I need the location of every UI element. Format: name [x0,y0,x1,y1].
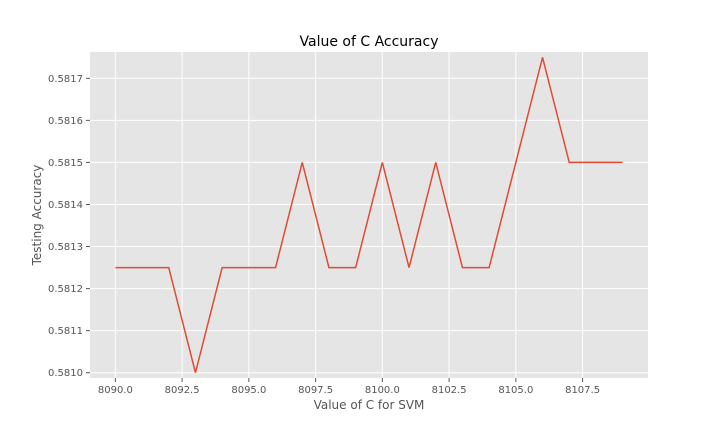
y-tick-label: 0.5816 [48,116,83,127]
x-tick-label: 8097.5 [298,385,333,396]
x-tick-label: 8095.0 [231,385,266,396]
x-tick-label: 8090.0 [98,385,133,396]
x-tick-label: 8105.0 [498,385,533,396]
x-tick-label: 8102.5 [432,385,467,396]
y-axis-label: Testing Accuracy [30,165,44,267]
x-axis-ticks: 8090.0 8092.5 8095.0 8097.5 8100.0 8102.5 8105… [98,378,600,396]
y-tick-label: 0.5811 [48,326,83,337]
x-axis-label: Value of C for SVM [314,398,425,412]
series-layer [115,57,623,373]
x-tick-label: 8107.5 [565,385,600,396]
y-tick-label: 0.5812 [48,284,83,295]
x-tick-label: 8092.5 [165,385,200,396]
y-tick-label: 0.5814 [48,200,83,211]
y-tick-label: 0.5813 [48,242,83,253]
series-line [115,57,623,373]
y-tick-label: 0.5817 [48,74,83,85]
grid-lines [90,52,648,378]
chart-title: Value of C Accuracy [300,34,439,50]
y-tick-label: 0.5810 [48,368,83,379]
x-tick-label: 8100.0 [365,385,400,396]
y-tick-label: 0.5815 [48,158,83,169]
y-axis-ticks: 0.5810 0.5811 0.5812 0.5813 0.5814 0.5815 0.58… [48,74,90,379]
